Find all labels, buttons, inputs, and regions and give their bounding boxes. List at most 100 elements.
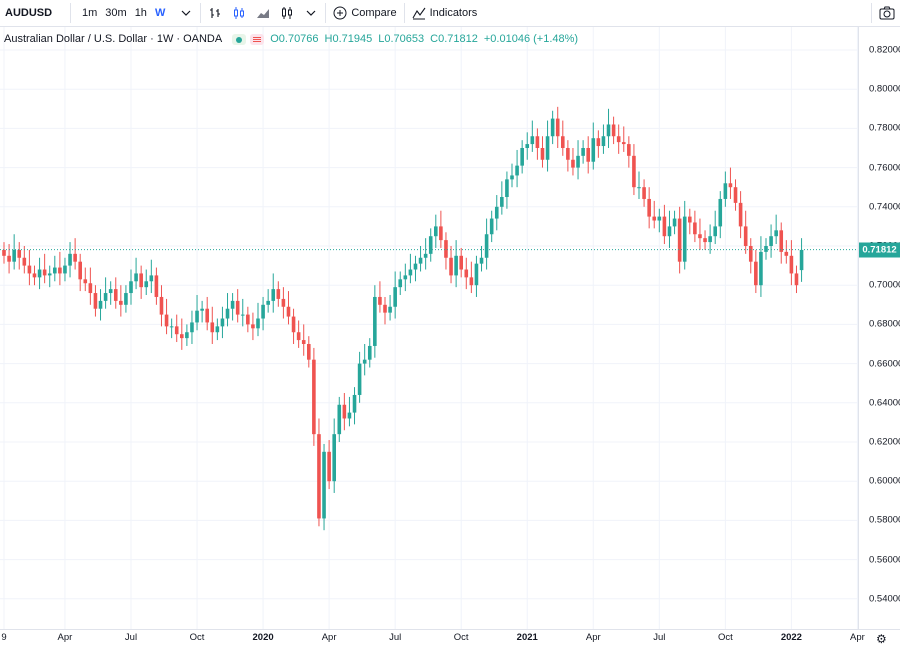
legend-settings[interactable] (250, 33, 265, 45)
candle-body (611, 124, 616, 137)
candle-body (332, 434, 336, 482)
candle-body (230, 300, 235, 309)
candle-body (174, 326, 179, 335)
toolbar-divider (403, 3, 405, 23)
price-axis[interactable] (858, 27, 900, 629)
time-tick: 2022 (780, 632, 802, 643)
legend-title: Australian Dollar / U.S. Dollar · 1W · O… (4, 33, 223, 45)
gear-icon: ⚙ (876, 632, 887, 646)
candle-body (444, 240, 448, 258)
candle-body (103, 293, 108, 301)
candle-body (185, 332, 189, 339)
candle-body (454, 255, 458, 276)
chart-settings-button[interactable]: ⚙ (876, 632, 887, 646)
time-tick: Oct (717, 632, 733, 643)
chart-type-icon (282, 7, 293, 19)
time-tick: Jul (389, 632, 402, 643)
candle-body (474, 263, 479, 286)
candle-body (606, 124, 611, 137)
candle-body (251, 324, 255, 329)
snapshot-button[interactable] (874, 0, 900, 26)
candle-body (63, 265, 67, 274)
interval-W[interactable]: W (154, 7, 166, 19)
eye-toggle[interactable] (232, 33, 247, 45)
candle-body (139, 273, 143, 288)
candle-body (510, 175, 514, 180)
candle-body (637, 187, 641, 189)
candle-style-button[interactable] (227, 0, 251, 26)
price-tick: 0.78000 (869, 122, 900, 134)
candle-body (561, 136, 565, 148)
interval-1m[interactable]: 1m (82, 7, 98, 19)
candle-body (37, 269, 42, 278)
interval-1h[interactable]: 1h (134, 7, 147, 19)
candle-body (769, 236, 773, 246)
candle-body (393, 287, 397, 307)
candle-body (347, 412, 352, 419)
candle-body (500, 197, 504, 207)
time-axis[interactable] (0, 629, 900, 647)
candle-body (515, 165, 519, 176)
candle-body (428, 236, 433, 254)
legend-high: H0.71945 (324, 33, 373, 45)
candlestick-chart[interactable] (0, 27, 858, 629)
symbol-search[interactable]: AUDUSD (5, 7, 53, 19)
candle-body (129, 281, 133, 294)
chart-type-dropdown[interactable] (299, 0, 323, 26)
camera-icon (879, 6, 895, 20)
candle-body (383, 304, 387, 313)
candle-body (667, 226, 672, 237)
candle-body (525, 144, 530, 148)
candle-body (621, 142, 626, 145)
candle-body (2, 249, 6, 256)
candle-body (418, 257, 423, 264)
candle-body (489, 218, 494, 235)
indicators-button[interactable]: Indicators (407, 0, 483, 26)
candle-body (799, 249, 804, 271)
chevron-down-icon (181, 10, 191, 16)
candle-style-icon (234, 7, 245, 19)
bar-style-icon (210, 8, 221, 18)
price-tick: 0.56000 (869, 554, 900, 566)
candle-body (342, 404, 347, 419)
top-toolbar: AUDUSD 1m 30m 1h W Compare Indicators (0, 0, 900, 27)
candle-body (144, 281, 149, 288)
candle-body (169, 326, 174, 328)
candle-body (307, 344, 311, 360)
candle-body (362, 359, 367, 364)
candle-body (408, 269, 413, 276)
candle-body (449, 257, 453, 276)
candle-body (119, 300, 123, 305)
candle-body (124, 293, 128, 305)
candle-body (794, 273, 799, 286)
candle-body (22, 257, 27, 266)
candle-body (220, 318, 225, 327)
price-tick: 0.58000 (869, 514, 900, 526)
candle-body (530, 136, 535, 145)
candle-body (286, 306, 291, 317)
interval-30m[interactable]: 30m (105, 7, 127, 19)
area-style-button[interactable] (251, 0, 275, 26)
candle-body (693, 222, 697, 235)
candle-body (672, 218, 677, 227)
legend-low: L0.70653 (378, 33, 425, 45)
candle-body (210, 322, 215, 333)
candle-body (32, 273, 37, 278)
time-tick: Apr (850, 632, 865, 643)
candle-body (520, 148, 524, 166)
candle-body (322, 451, 326, 519)
candle-body (134, 273, 138, 282)
compare-button[interactable]: Compare (328, 0, 401, 26)
candle-body (58, 267, 62, 274)
candle-body (276, 289, 281, 299)
legend-close: C0.71812 (430, 33, 478, 45)
bar-style-button[interactable] (203, 0, 227, 26)
candle-body (53, 267, 57, 274)
candle-body (682, 216, 687, 262)
indicators-icon (412, 7, 426, 20)
candle-body (367, 345, 372, 360)
interval-dropdown[interactable] (174, 0, 198, 26)
candle-body (647, 198, 651, 217)
candle-body (698, 234, 702, 239)
chart-type-button[interactable] (275, 0, 299, 26)
